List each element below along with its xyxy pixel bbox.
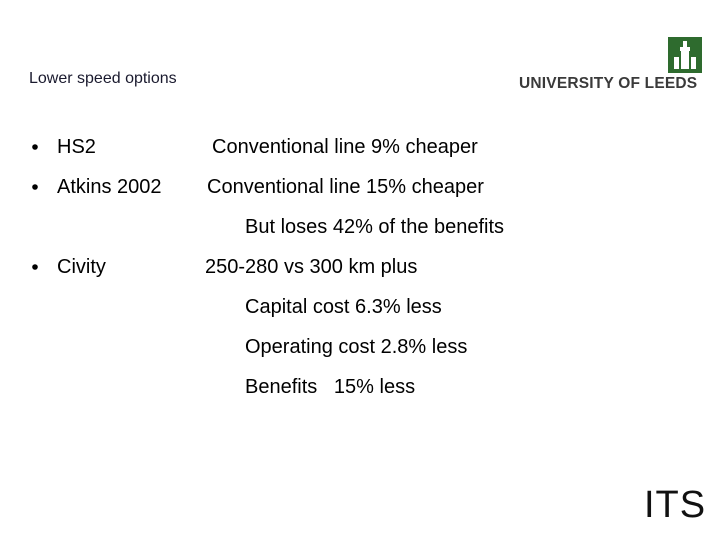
note: 250-280 vs 300 km plus bbox=[205, 256, 418, 278]
note: Benefits 15% less bbox=[245, 376, 416, 398]
logo-icon bbox=[668, 37, 702, 73]
university-logo-text: UNIVERSITY OF LEEDS bbox=[519, 75, 698, 92]
bullet-label: HS2 bbox=[57, 136, 96, 158]
note: Conventional line 15% cheaper bbox=[207, 176, 484, 198]
bullet bbox=[32, 144, 38, 150]
bullet-label: Civity bbox=[57, 256, 106, 278]
note: Operating cost 2.8% less bbox=[245, 336, 468, 358]
slide-title: Lower speed options bbox=[29, 70, 177, 87]
bullet bbox=[32, 264, 38, 270]
note: Conventional line 9% cheaper bbox=[212, 136, 478, 158]
note: Capital cost 6.3% less bbox=[245, 296, 442, 318]
note: But loses 42% of the benefits bbox=[245, 216, 505, 238]
its-logo: ITS bbox=[644, 484, 707, 526]
bullet bbox=[32, 184, 38, 190]
bullet-label: Atkins 2002 bbox=[57, 176, 162, 198]
